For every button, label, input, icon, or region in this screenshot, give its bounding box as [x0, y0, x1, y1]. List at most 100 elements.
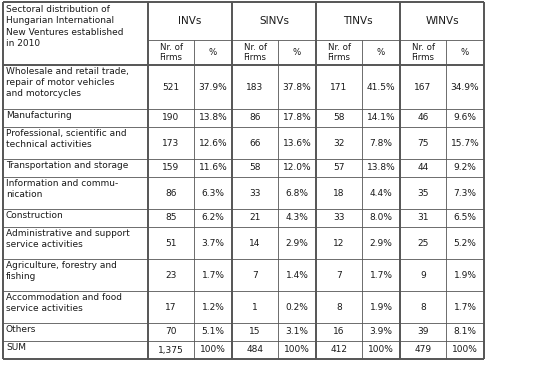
Text: 12.6%: 12.6% — [199, 138, 227, 148]
Text: 15: 15 — [249, 327, 261, 337]
Text: 7.8%: 7.8% — [369, 138, 392, 148]
Text: Accommodation and food
service activities: Accommodation and food service activitie… — [6, 293, 122, 313]
Text: 173: 173 — [163, 138, 180, 148]
Text: Nr. of
Firms: Nr. of Firms — [327, 43, 351, 62]
Text: 23: 23 — [165, 270, 176, 280]
Text: 85: 85 — [165, 214, 177, 222]
Text: Nr. of
Firms: Nr. of Firms — [159, 43, 182, 62]
Text: SUM: SUM — [6, 343, 26, 352]
Text: 14: 14 — [249, 239, 261, 247]
Text: 4.3%: 4.3% — [286, 214, 309, 222]
Text: %: % — [209, 48, 217, 57]
Text: 17.8%: 17.8% — [282, 113, 311, 123]
Text: 86: 86 — [249, 113, 261, 123]
Text: 13.6%: 13.6% — [282, 138, 311, 148]
Text: 3.1%: 3.1% — [286, 327, 309, 337]
Text: Agriculture, forestry and
fishing: Agriculture, forestry and fishing — [6, 261, 117, 281]
Text: 12: 12 — [333, 239, 345, 247]
Text: 37.9%: 37.9% — [199, 83, 228, 91]
Text: 2.9%: 2.9% — [286, 239, 309, 247]
Text: Sectoral distribution of
Hungarian International
New Ventures established
in 201: Sectoral distribution of Hungarian Inter… — [6, 5, 124, 48]
Text: 190: 190 — [163, 113, 180, 123]
Text: 1.9%: 1.9% — [369, 302, 392, 312]
Text: Professional, scientific and
technical activities: Professional, scientific and technical a… — [6, 129, 127, 149]
Text: Manufacturing: Manufacturing — [6, 111, 72, 120]
Text: 17: 17 — [165, 302, 177, 312]
Text: 6.2%: 6.2% — [201, 214, 224, 222]
Text: 15.7%: 15.7% — [450, 138, 479, 148]
Text: 1,375: 1,375 — [158, 345, 184, 355]
Text: 8: 8 — [336, 302, 342, 312]
Text: 34.9%: 34.9% — [451, 83, 479, 91]
Text: 2.9%: 2.9% — [369, 239, 392, 247]
Text: 25: 25 — [417, 239, 429, 247]
Text: %: % — [293, 48, 301, 57]
Text: 58: 58 — [249, 164, 261, 172]
Text: TINVs: TINVs — [343, 16, 373, 26]
Text: 7: 7 — [252, 270, 258, 280]
Text: 1.9%: 1.9% — [454, 270, 477, 280]
Text: Others: Others — [6, 325, 36, 334]
Text: Administrative and support
service activities: Administrative and support service activ… — [6, 229, 130, 249]
Text: 57: 57 — [333, 164, 345, 172]
Text: 5.1%: 5.1% — [201, 327, 224, 337]
Text: 1.4%: 1.4% — [286, 270, 309, 280]
Text: 16: 16 — [333, 327, 345, 337]
Text: 159: 159 — [163, 164, 180, 172]
Text: WINVs: WINVs — [425, 16, 459, 26]
Text: 1: 1 — [252, 302, 258, 312]
Text: 100%: 100% — [200, 345, 226, 355]
Text: 21: 21 — [249, 214, 261, 222]
Text: 75: 75 — [417, 138, 429, 148]
Text: 9.2%: 9.2% — [454, 164, 477, 172]
Text: 12.0%: 12.0% — [282, 164, 311, 172]
Text: 39: 39 — [417, 327, 429, 337]
Text: %: % — [377, 48, 385, 57]
Text: 44: 44 — [417, 164, 429, 172]
Text: 7: 7 — [336, 270, 342, 280]
Text: 1.2%: 1.2% — [201, 302, 224, 312]
Text: 18: 18 — [333, 189, 345, 197]
Text: 167: 167 — [414, 83, 432, 91]
Text: 100%: 100% — [284, 345, 310, 355]
Text: 35: 35 — [417, 189, 429, 197]
Text: 41.5%: 41.5% — [367, 83, 395, 91]
Text: 8.0%: 8.0% — [369, 214, 392, 222]
Text: 8: 8 — [420, 302, 426, 312]
Text: 9.6%: 9.6% — [454, 113, 477, 123]
Text: 6.5%: 6.5% — [454, 214, 477, 222]
Text: 7.3%: 7.3% — [454, 189, 477, 197]
Text: 33: 33 — [333, 214, 345, 222]
Text: 14.1%: 14.1% — [367, 113, 395, 123]
Text: INVs: INVs — [179, 16, 201, 26]
Text: 11.6%: 11.6% — [199, 164, 228, 172]
Text: 4.4%: 4.4% — [369, 189, 392, 197]
Text: 9: 9 — [420, 270, 426, 280]
Text: 66: 66 — [249, 138, 261, 148]
Text: Nr. of
Firms: Nr. of Firms — [411, 43, 434, 62]
Text: 0.2%: 0.2% — [286, 302, 309, 312]
Text: 3.7%: 3.7% — [201, 239, 224, 247]
Text: Construction: Construction — [6, 211, 64, 220]
Text: 46: 46 — [417, 113, 429, 123]
Text: 484: 484 — [246, 345, 263, 355]
Text: 31: 31 — [417, 214, 429, 222]
Text: 100%: 100% — [452, 345, 478, 355]
Text: 3.9%: 3.9% — [369, 327, 392, 337]
Text: 33: 33 — [249, 189, 261, 197]
Text: 100%: 100% — [368, 345, 394, 355]
Text: 1.7%: 1.7% — [369, 270, 392, 280]
Text: 1.7%: 1.7% — [454, 302, 477, 312]
Text: 5.2%: 5.2% — [454, 239, 477, 247]
Text: 8.1%: 8.1% — [454, 327, 477, 337]
Text: 58: 58 — [333, 113, 345, 123]
Text: 13.8%: 13.8% — [199, 113, 228, 123]
Text: 70: 70 — [165, 327, 177, 337]
Text: 521: 521 — [163, 83, 180, 91]
Text: 171: 171 — [330, 83, 348, 91]
Text: Wholesale and retail trade,
repair of motor vehicles
and motorcycles: Wholesale and retail trade, repair of mo… — [6, 67, 129, 98]
Text: 479: 479 — [415, 345, 432, 355]
Text: Transportation and storage: Transportation and storage — [6, 161, 128, 170]
Text: 86: 86 — [165, 189, 177, 197]
Text: 183: 183 — [246, 83, 264, 91]
